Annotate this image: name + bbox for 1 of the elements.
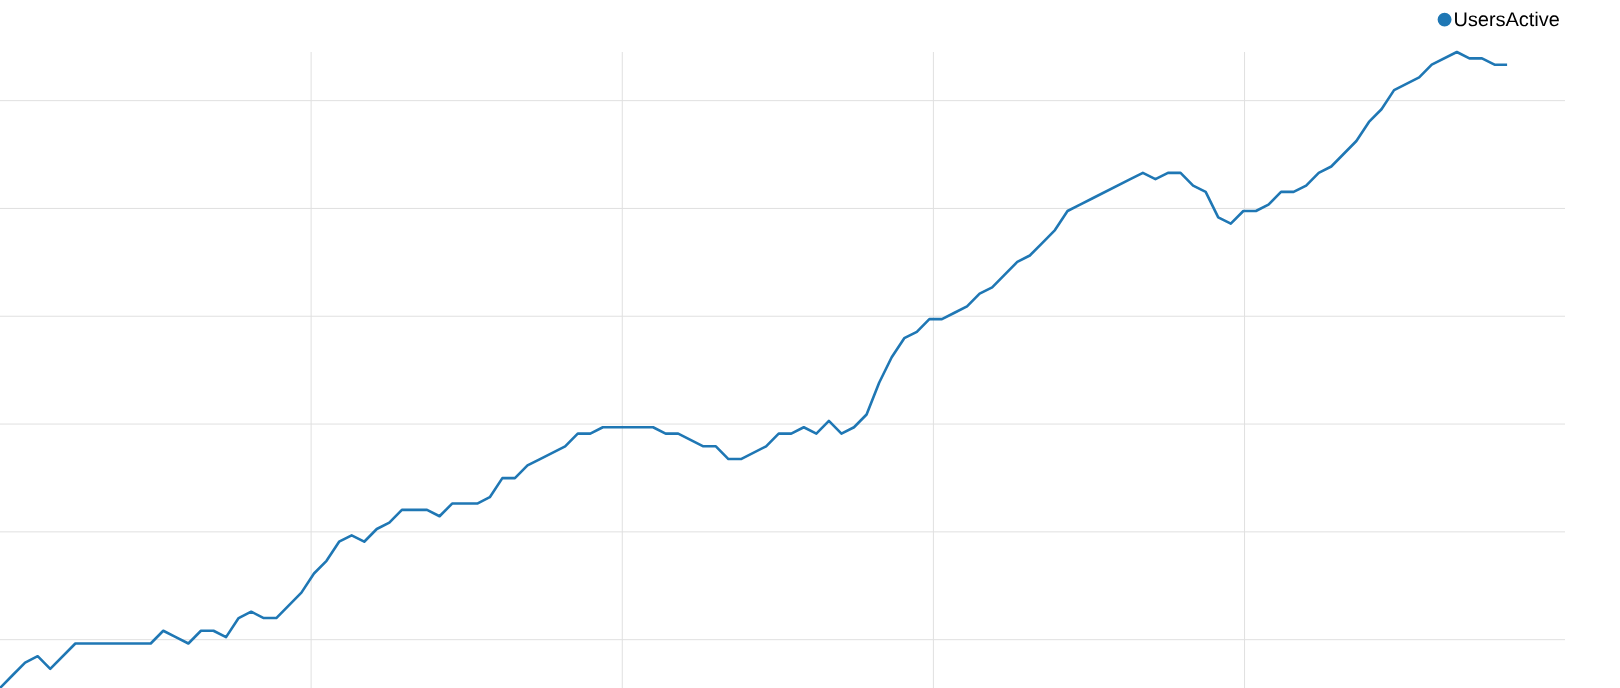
- legend-label: UsersActive: [1455, 11, 1559, 27]
